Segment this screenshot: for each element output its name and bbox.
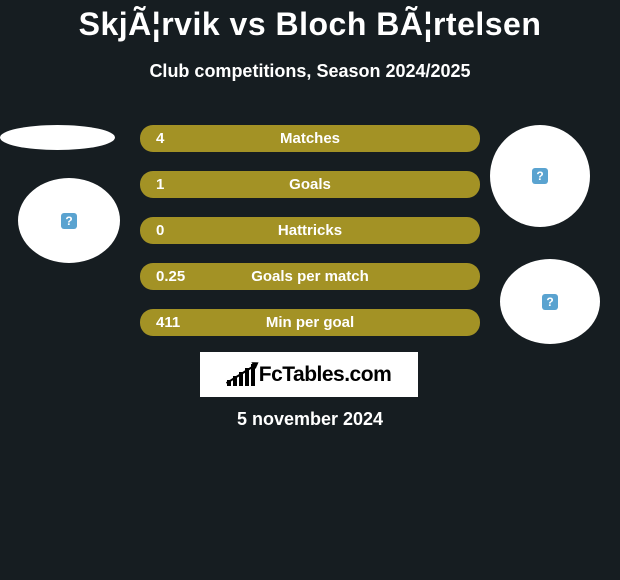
stat-row: 1 Goals [140,171,480,198]
player-avatar-right-2 [500,259,600,344]
stat-row: 0 Hattricks [140,217,480,244]
placeholder-icon [61,213,77,229]
player-logo-flat-left [0,125,115,150]
stats-container: 4 Matches 1 Goals 0 Hattricks 0.25 Goals… [140,125,480,355]
page-title: SkjÃ¦rvik vs Bloch BÃ¦rtelsen [0,0,620,43]
stat-value-left: 411 [156,314,180,331]
brand-text: FcTables.com [259,363,392,387]
stat-label: Min per goal [156,314,464,331]
page-subtitle: Club competitions, Season 2024/2025 [0,61,620,82]
placeholder-icon [542,294,558,310]
brand-watermark: FcTables.com [200,352,418,397]
chart-icon [227,364,255,386]
placeholder-icon [532,168,548,184]
stat-value-left: 1 [156,176,164,193]
player-avatar-left [18,178,120,263]
stat-row: 0.25 Goals per match [140,263,480,290]
stat-value-left: 4 [156,130,164,147]
stat-label: Matches [156,130,464,147]
stat-label: Goals per match [156,268,464,285]
stat-value-left: 0.25 [156,268,185,285]
stat-value-left: 0 [156,222,164,239]
stat-row: 411 Min per goal [140,309,480,336]
stat-row: 4 Matches [140,125,480,152]
stat-label: Hattricks [156,222,464,239]
footer-date: 5 november 2024 [0,409,620,430]
player-avatar-right-1 [490,125,590,227]
stat-label: Goals [156,176,464,193]
